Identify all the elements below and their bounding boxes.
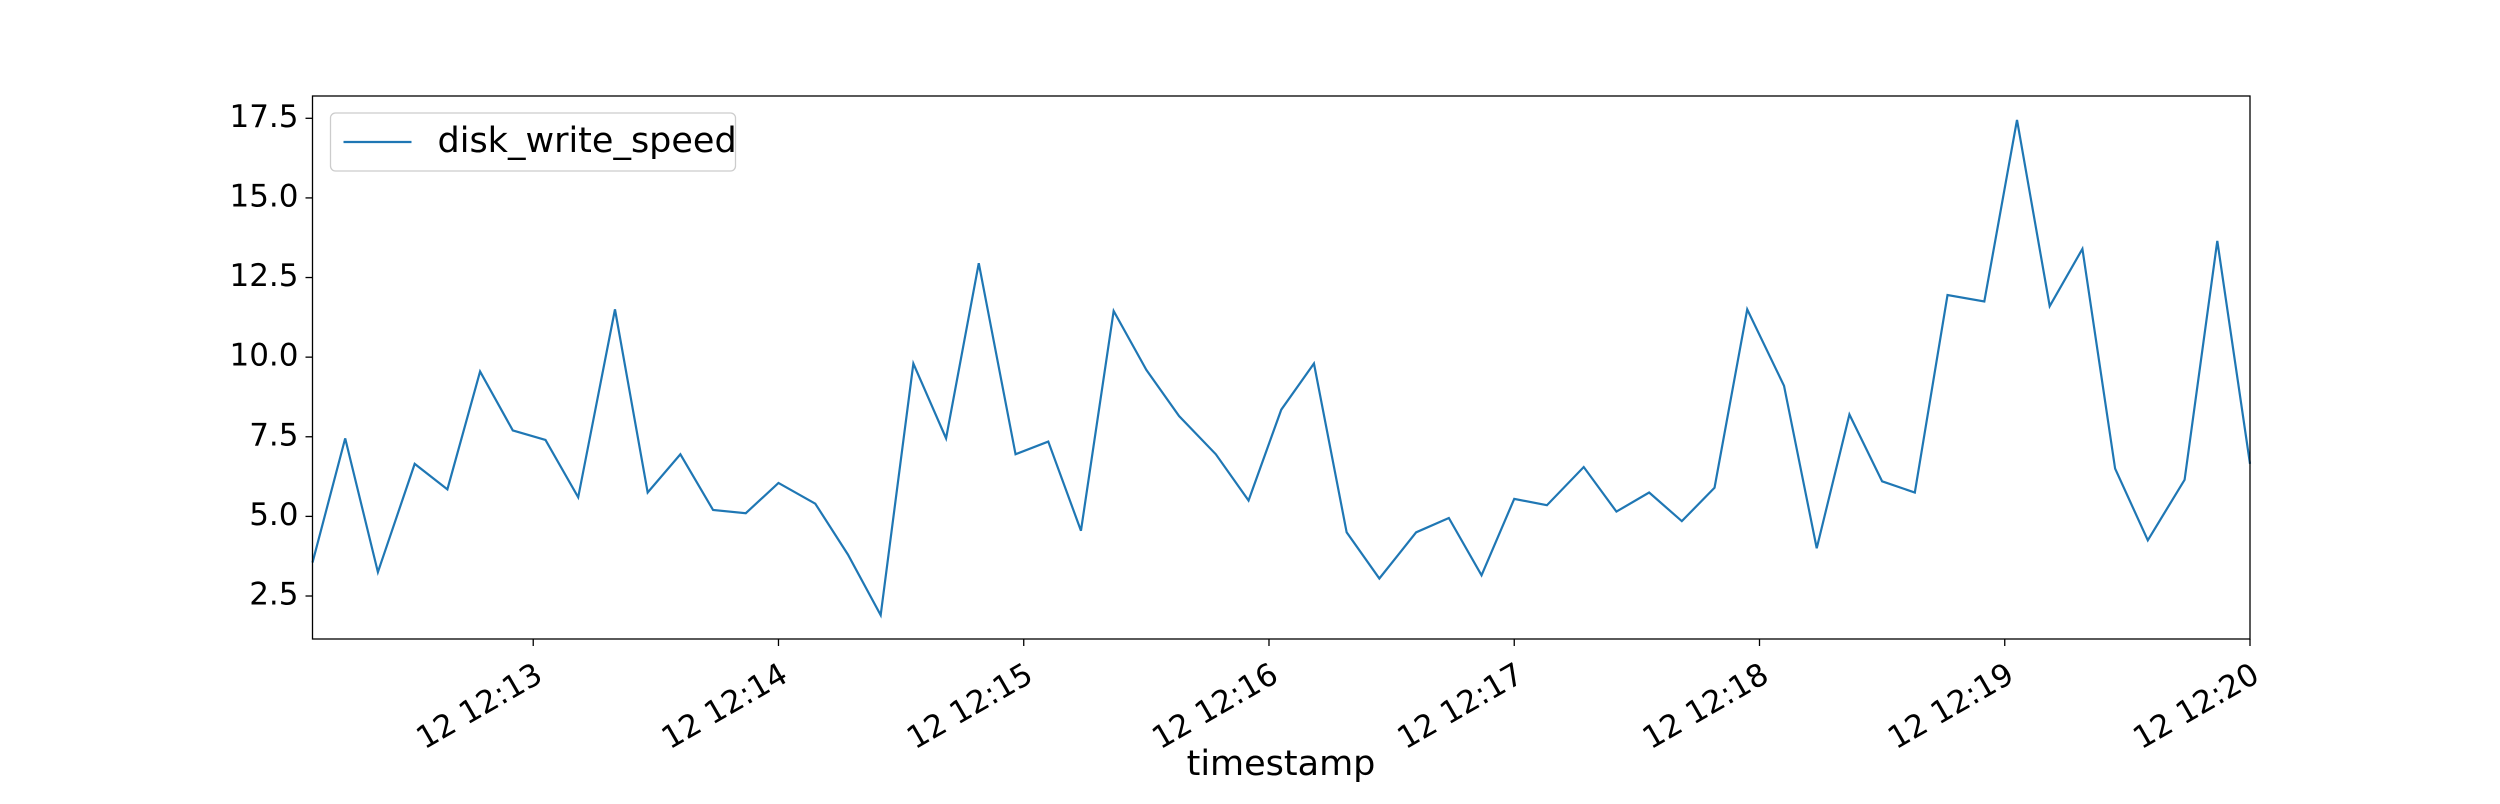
x-tick-label: 12 12:19 bbox=[1882, 656, 2020, 756]
x-tick-label: 12 12:13 bbox=[410, 656, 548, 756]
y-tick-label: 7.5 bbox=[249, 417, 298, 453]
legend-box bbox=[329, 112, 737, 172]
x-tick-label: 12 12:15 bbox=[901, 656, 1039, 756]
y-tick-label: 15.0 bbox=[229, 178, 298, 214]
data-line bbox=[311, 119, 2252, 619]
plot-frame bbox=[311, 95, 2251, 640]
y-tick-label: 2.5 bbox=[249, 577, 298, 613]
legend-label: disk_write_speed bbox=[438, 121, 737, 161]
x-tick-label: 12 12:17 bbox=[1391, 656, 1529, 756]
x-tick-label: 12 12:16 bbox=[1146, 656, 1284, 756]
y-tick-label: 10.0 bbox=[229, 338, 298, 374]
x-axis-label: timestamp bbox=[1187, 744, 1376, 784]
x-tick-label: 12 12:18 bbox=[1637, 656, 1775, 756]
y-tick-label: 5.0 bbox=[249, 497, 298, 533]
x-tick-label: 12 12:20 bbox=[2127, 656, 2265, 756]
x-tick-label: 12 12:14 bbox=[656, 656, 794, 756]
y-tick-label: 12.5 bbox=[229, 258, 298, 294]
y-tick-label: 17.5 bbox=[229, 99, 298, 135]
